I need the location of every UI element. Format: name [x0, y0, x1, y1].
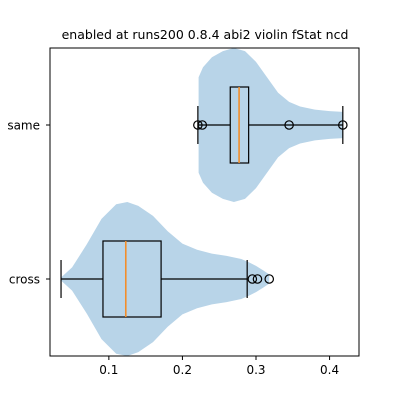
outlier-point-cross-1: [252, 274, 263, 284]
x-tick-label-3: 0.4: [320, 363, 339, 377]
x-tick-label-2: 0.3: [246, 363, 265, 377]
chart-title: enabled at runs200 0.8.4 abi2 violin fSt…: [62, 27, 349, 42]
x-tick-label-1: 0.2: [173, 363, 192, 377]
plot-area: [60, 48, 348, 356]
y-tick-label-same: same: [7, 119, 40, 133]
axes-frame: [49, 47, 360, 357]
outlier-point-cross-2: [264, 274, 275, 284]
outlier-point-same-3: [338, 120, 348, 130]
axes: 0.1 0.2 0.3 0.4 cross same: [7, 119, 339, 378]
y-tick-label-cross: cross: [9, 273, 40, 287]
outlier-point-same-2: [284, 120, 294, 130]
x-tick-label-0: 0.1: [99, 363, 118, 377]
outlier-point-same-1: [197, 120, 208, 130]
box-cross: [102, 240, 162, 318]
outlier-point-cross-0: [247, 274, 258, 284]
outlier-point-same-0: [193, 120, 203, 130]
